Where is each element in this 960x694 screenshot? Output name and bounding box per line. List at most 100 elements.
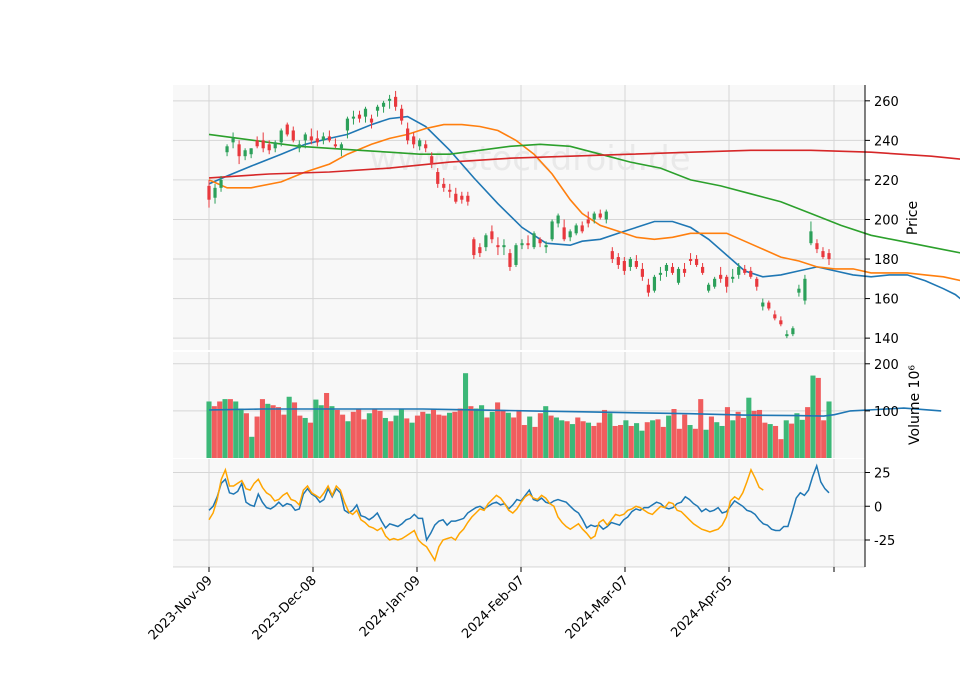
volume-bar — [324, 392, 330, 458]
candlestick — [797, 284, 801, 297]
volume-bar — [628, 425, 634, 458]
candle-body — [394, 96, 398, 107]
volume-bar — [810, 375, 816, 458]
volume-bar — [361, 419, 367, 458]
volume-bar — [548, 415, 554, 458]
candlestick — [237, 140, 241, 165]
candlestick — [231, 132, 235, 149]
candle-body — [430, 156, 434, 165]
volume-bar — [521, 425, 527, 458]
volume-bar — [398, 409, 404, 458]
candle-body — [207, 185, 211, 200]
date-tick-label: 2024-Feb-07 — [459, 573, 528, 642]
candlestick — [363, 106, 368, 123]
volume-bar — [783, 420, 789, 458]
volume-bar — [350, 411, 356, 458]
candlestick — [707, 282, 711, 293]
candlestick — [418, 138, 422, 151]
volume-bar — [393, 415, 399, 458]
volume-bar — [537, 413, 543, 458]
candle-body — [610, 251, 614, 260]
candlestick — [803, 274, 807, 305]
volume-bar — [698, 399, 704, 458]
volume-bar — [227, 399, 233, 458]
candlestick — [213, 183, 217, 204]
candle-body — [448, 189, 452, 192]
candle-body — [400, 108, 404, 121]
volume-bar — [302, 417, 308, 458]
volume-bar — [372, 408, 378, 458]
volume-bar — [297, 415, 303, 458]
volume-bar — [452, 411, 458, 458]
candlestick — [628, 257, 632, 271]
candle-body — [719, 274, 723, 279]
candlestick — [514, 243, 518, 267]
candlestick — [502, 239, 506, 256]
candle-body — [406, 128, 410, 141]
volume-bar — [217, 401, 223, 458]
candle-body — [381, 102, 386, 107]
volume-bar — [366, 413, 372, 458]
volume-bar — [382, 417, 388, 458]
candle-body — [767, 302, 771, 309]
volume-bar — [746, 397, 752, 458]
candle-body — [369, 118, 374, 123]
candlestick — [327, 130, 331, 143]
candlestick — [442, 177, 446, 192]
volume-bar — [596, 422, 602, 458]
volume-bar — [553, 417, 559, 458]
volume-bar — [671, 409, 677, 458]
candlestick — [466, 191, 470, 206]
volume-bar — [500, 409, 506, 458]
candlestick — [424, 140, 428, 153]
volume-bar — [650, 420, 656, 458]
volume-tick-label: 100 — [874, 405, 899, 420]
volume-bar — [254, 416, 260, 458]
volume-bar — [495, 402, 501, 458]
volume-bar — [607, 413, 613, 458]
volume-bar — [826, 401, 832, 458]
volume-bar — [618, 425, 624, 458]
volume-bar — [334, 409, 340, 458]
candle-body — [664, 264, 669, 271]
volume-bar — [340, 414, 346, 458]
oscillator-line-1 — [208, 463, 830, 543]
candlestick — [430, 152, 434, 169]
candle-body — [652, 276, 657, 291]
candle-body — [424, 144, 428, 149]
volume-bar — [767, 424, 773, 458]
volume-bar — [265, 403, 271, 458]
candlestick — [568, 229, 572, 242]
candle-body — [731, 276, 735, 279]
candlestick — [315, 130, 319, 147]
candle-body — [243, 150, 247, 157]
candle-body — [755, 278, 759, 287]
volume-bar — [703, 429, 709, 458]
candle-body — [815, 243, 819, 250]
candlestick — [658, 266, 663, 281]
candle-body — [682, 268, 687, 273]
candle-body — [725, 276, 729, 287]
candle-body — [285, 124, 289, 135]
candle-body — [616, 257, 620, 265]
candle-body — [707, 284, 711, 291]
candle-body — [490, 231, 494, 240]
candle-body — [749, 270, 753, 277]
candlestick — [387, 94, 392, 109]
oscillator-panel-bg — [173, 459, 865, 567]
candle-body — [658, 272, 663, 275]
candlestick — [345, 116, 350, 139]
volume-bar — [676, 428, 682, 458]
volume-bar — [655, 419, 661, 458]
volume-bar — [463, 373, 469, 458]
volume-bar — [575, 417, 581, 458]
candle-body — [478, 247, 482, 254]
volume-bar — [719, 425, 725, 458]
volume-bar — [430, 408, 437, 458]
volume-bar — [516, 409, 522, 458]
candle-body — [526, 243, 530, 246]
candle-body — [791, 328, 795, 335]
oscillator-tick-label: -25 — [874, 534, 895, 549]
date-tick-label: 2023-Nov-09 — [146, 573, 216, 643]
candlestick — [490, 225, 494, 244]
